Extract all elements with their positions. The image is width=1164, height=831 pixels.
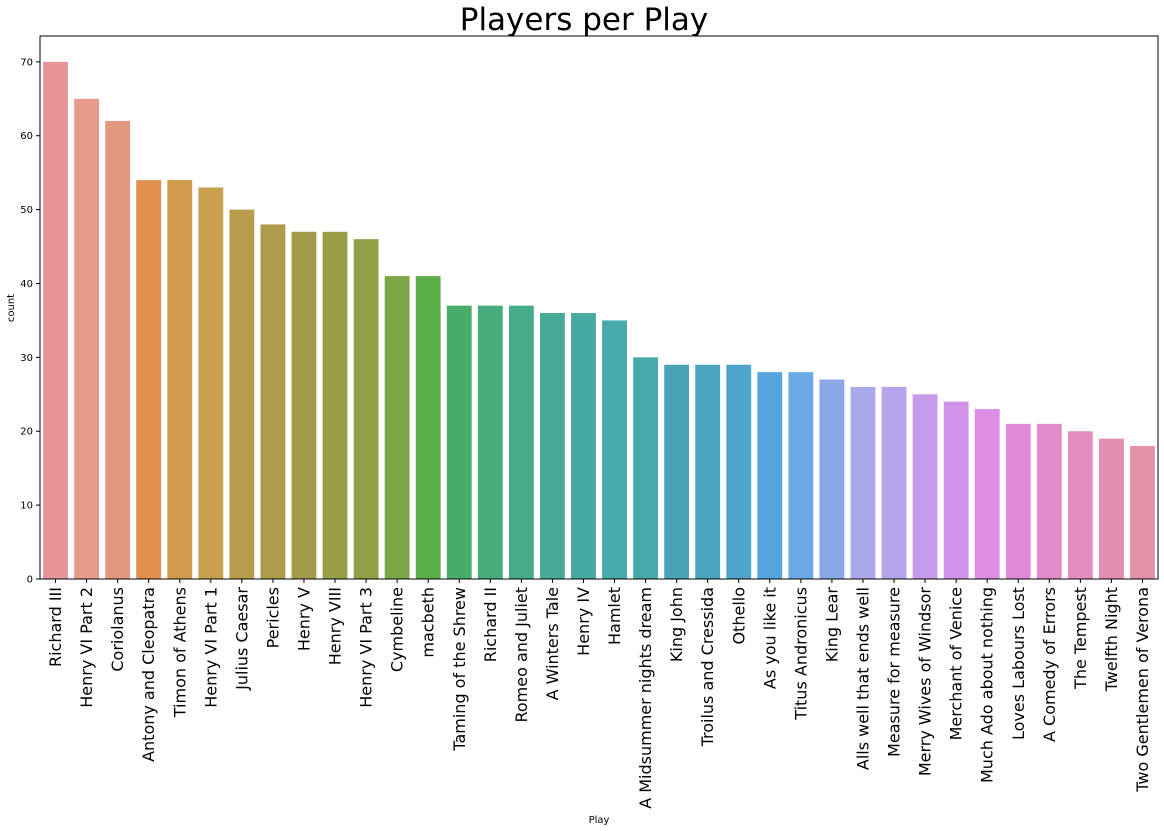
x-tick-label: Antony and Cleopatra (139, 587, 158, 762)
bar (446, 305, 472, 579)
x-tick-label: A Winters Tale (543, 587, 562, 700)
x-tick-label: Merry Wives of Windsor (916, 587, 935, 777)
x-tick-label: Romeo and Juliet (512, 587, 531, 723)
plot-frame (39, 35, 1159, 580)
x-tick-label: Henry IV (574, 587, 593, 656)
x-tick-label: Hamlet (605, 587, 624, 645)
y-tick-label: 70 (20, 57, 33, 68)
bar (602, 320, 627, 579)
bar (43, 61, 68, 580)
bar (260, 224, 286, 579)
chart-title: Players per Play (460, 2, 708, 38)
x-tick-label: Henry V (294, 587, 313, 651)
x-tick-label: Henry VI Part 2 (77, 587, 96, 708)
x-tick-label: Troilus and Cressida (698, 587, 717, 747)
bar (1067, 431, 1093, 579)
y-tick-label: 10 (20, 501, 33, 512)
bar (1036, 423, 1062, 579)
bar (664, 364, 690, 579)
bar (943, 401, 969, 579)
y-tick-label: 50 (20, 205, 33, 216)
x-tick-label: Henry VI Part 3 (357, 587, 376, 708)
y-tick-label: 40 (20, 279, 33, 290)
x-tick-label: Loves Labours Lost (1009, 587, 1028, 740)
bar (477, 305, 503, 579)
bar (726, 364, 752, 579)
x-tick-label: Othello (729, 587, 748, 645)
y-tick-label: 0 (27, 575, 33, 586)
y-tick-label: 30 (20, 353, 33, 364)
bar (539, 313, 565, 579)
x-axis-ticks: Richard III Henry VI Part 2 Coriolanus Anto… (46, 579, 1152, 809)
x-tick-label: Titus Andronicus (791, 587, 810, 721)
x-tick-label: King Lear (822, 587, 841, 663)
x-tick-label: King John (667, 587, 686, 662)
x-tick-label: Henry VIII (326, 587, 345, 665)
bar (571, 313, 596, 579)
x-tick-label: Julius Caesar (232, 587, 251, 691)
bar (695, 364, 721, 579)
bar (322, 231, 348, 579)
bar (74, 98, 99, 580)
x-tick-label: The Tempest (1071, 587, 1090, 690)
x-tick-label: Alls well that ends well (853, 587, 872, 770)
bars-group (43, 61, 1155, 580)
x-tick-label: Coriolanus (108, 587, 127, 672)
x-tick-label: Taming of the Shrew (450, 587, 469, 752)
x-tick-label: Richard III (46, 587, 65, 667)
bar (105, 120, 131, 580)
bar (788, 372, 814, 579)
x-tick-label: Cymbeline (388, 587, 407, 672)
x-tick-label: macbeth (419, 587, 438, 658)
bar (1130, 446, 1155, 579)
bar (136, 180, 162, 579)
bar (881, 386, 907, 579)
bar (912, 394, 938, 579)
x-tick-label: Measure for measure (885, 587, 904, 757)
x-axis-label: Play (589, 815, 610, 826)
bar (229, 209, 255, 580)
x-tick-label: Timon of Athens (170, 587, 189, 718)
x-tick-label: A Midsummer nights dream (636, 587, 655, 809)
bar (291, 231, 317, 579)
y-axis-ticks: 0 10 20 30 40 50 60 70 (20, 57, 40, 586)
x-tick-label: A Comedy of Errors (1040, 587, 1059, 742)
bar (1098, 438, 1124, 579)
x-tick-label: Much Ado about nothing (978, 587, 997, 783)
bar (198, 187, 224, 579)
bar (1005, 423, 1031, 579)
bar (415, 276, 441, 579)
x-tick-label: Pericles (263, 587, 282, 648)
bar (974, 409, 1000, 579)
x-tick-label: Richard II (481, 587, 500, 662)
x-tick-label: As you like it (760, 587, 779, 689)
bar (819, 379, 845, 579)
bar (508, 305, 534, 579)
x-tick-label: Two Gentlemen of Verona (1133, 587, 1152, 793)
bar (167, 180, 193, 579)
y-tick-label: 60 (20, 131, 33, 142)
x-tick-label: Merchant of Venice (947, 587, 966, 740)
bar (757, 372, 783, 579)
y-tick-label: 20 (20, 427, 33, 438)
bar (633, 357, 658, 579)
y-axis-label: count (6, 294, 17, 322)
bar (384, 276, 410, 579)
bar (353, 239, 379, 579)
bar (850, 386, 876, 579)
x-tick-label: Henry VI Part 1 (201, 587, 220, 708)
x-tick-label: Twelfth Night (1102, 587, 1121, 692)
